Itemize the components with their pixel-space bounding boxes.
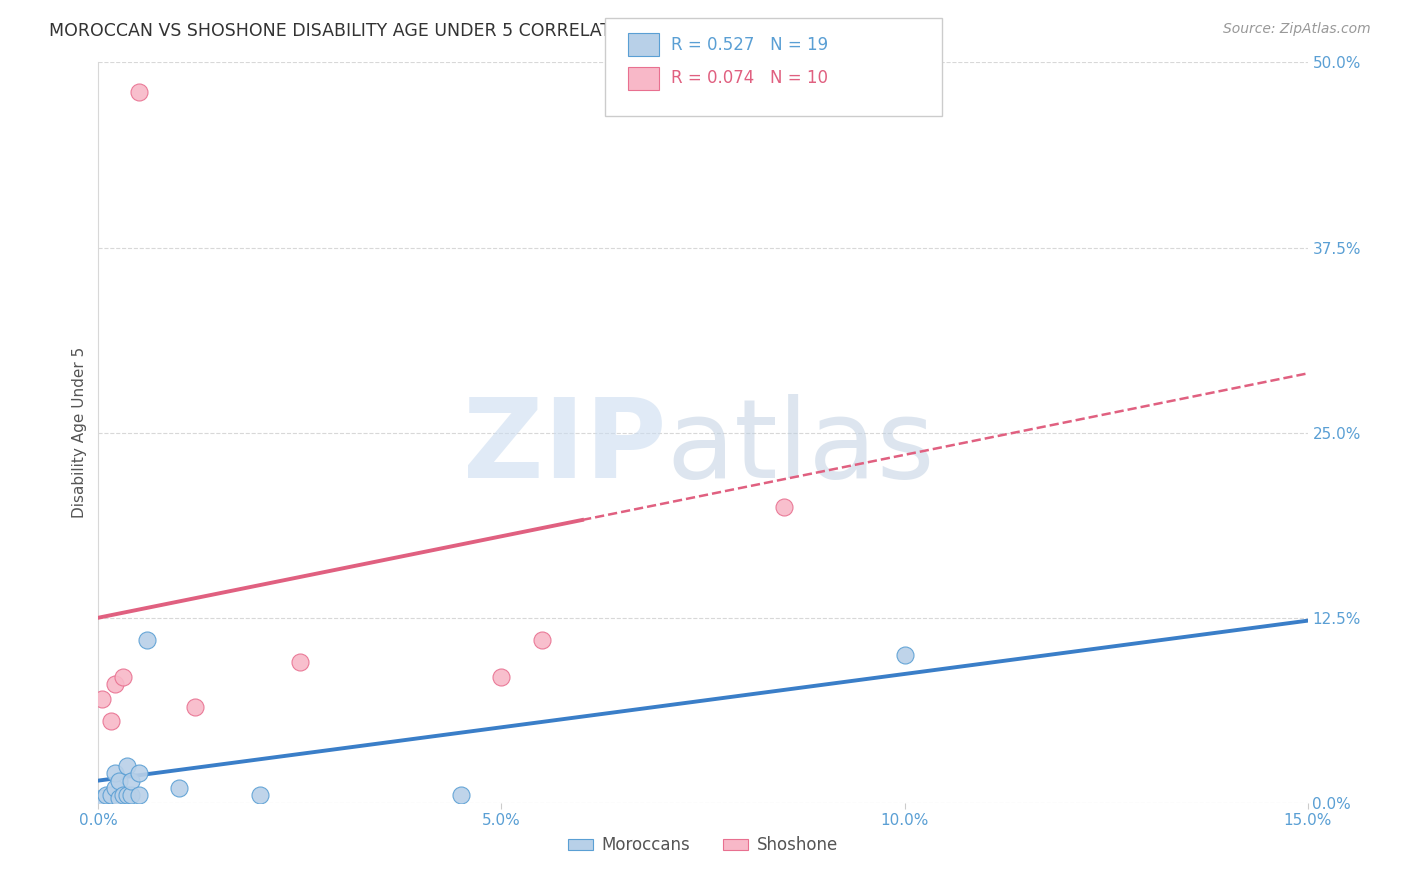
Point [530,632,553,647]
Point [135,632,157,647]
Point [893,648,915,662]
Point [115,789,138,803]
Point [103,677,125,691]
Legend: Moroccans, Shoshone: Moroccans, Shoshone [561,830,845,861]
Text: ZIP: ZIP [464,394,666,501]
Point [128,766,150,780]
Point [184,699,207,714]
Point [103,780,125,795]
Point [96,789,118,803]
Point [111,789,134,803]
Point [450,789,472,803]
Point [120,789,142,803]
Point [128,789,150,803]
Point [100,714,122,729]
Text: Source: ZipAtlas.com: Source: ZipAtlas.com [1223,22,1371,37]
Text: R = 0.074   N = 10: R = 0.074 N = 10 [671,70,828,87]
Point [772,500,794,514]
Point [167,780,190,795]
Point [91,791,114,805]
Point [288,655,311,669]
Point [100,789,122,803]
Point [107,773,129,788]
Point [491,670,513,684]
Text: MOROCCAN VS SHOSHONE DISABILITY AGE UNDER 5 CORRELATION CHART: MOROCCAN VS SHOSHONE DISABILITY AGE UNDE… [49,22,707,40]
Point [107,791,129,805]
Text: atlas: atlas [666,394,935,501]
Point [111,670,134,684]
Point [91,692,114,706]
Y-axis label: Disability Age Under 5: Disability Age Under 5 [72,347,87,518]
Point [128,85,150,99]
Point [115,758,138,772]
Point [120,773,142,788]
Text: R = 0.527   N = 19: R = 0.527 N = 19 [671,36,828,54]
Point [103,766,125,780]
Point [249,789,271,803]
